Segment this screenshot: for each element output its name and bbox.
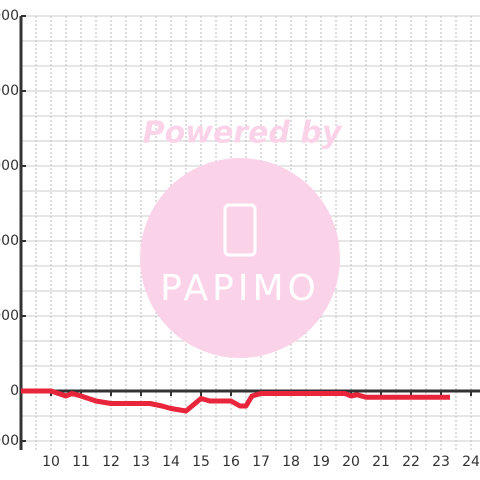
x-tick-label: 22	[402, 454, 420, 470]
watermark-text: Powered by	[143, 116, 343, 151]
watermark-circle	[140, 158, 340, 358]
watermark-icon	[223, 203, 257, 257]
x-tick-label: 13	[132, 454, 150, 470]
y-tick-label: -20,000	[0, 433, 19, 449]
y-tick-label: 90,000	[0, 158, 19, 174]
line	[21, 388, 450, 414]
x-tick-label: 14	[162, 454, 180, 470]
y-tick-label: 150,000	[0, 8, 19, 24]
x-tick-label: 24	[462, 454, 480, 470]
x-tick-label: 15	[192, 454, 210, 470]
x-tick-label: 16	[222, 454, 240, 470]
x-tick-label: 11	[72, 454, 90, 470]
watermark-logo: PAPIMO	[160, 268, 320, 309]
y-tick-label: 30,000	[0, 308, 19, 324]
watermark: Powered by PAPIMO	[140, 116, 343, 358]
x-tick-label: 23	[432, 454, 450, 470]
x-tick-label: 17	[252, 454, 270, 470]
x-tick-label: 19	[312, 454, 330, 470]
x-tick-label: 10	[42, 454, 60, 470]
y-tick-label: 60,000	[0, 233, 19, 249]
y-tick-label: 0	[10, 383, 19, 399]
y-tick-label: 120,000	[0, 83, 19, 99]
x-tick-label: 20	[342, 454, 360, 470]
x-tick-label: 12	[102, 454, 120, 470]
x-tick-label: 21	[372, 454, 390, 470]
x-tick-label: 18	[282, 454, 300, 470]
